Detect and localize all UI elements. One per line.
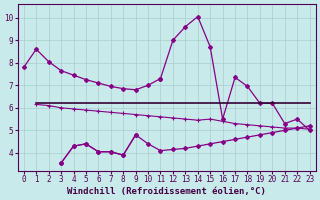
X-axis label: Windchill (Refroidissement éolien,°C): Windchill (Refroidissement éolien,°C) bbox=[67, 187, 266, 196]
